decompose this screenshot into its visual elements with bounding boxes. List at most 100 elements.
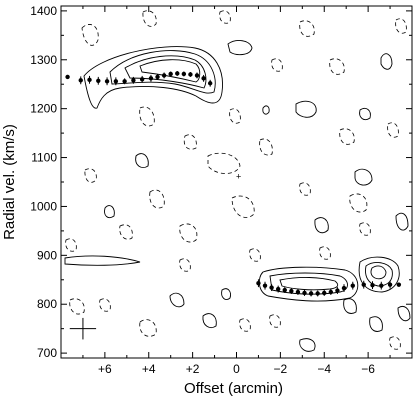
contour-negative [149, 189, 165, 209]
contour-positive [343, 298, 357, 314]
data-point [335, 288, 340, 293]
contour-negative [259, 138, 273, 156]
data-point [96, 78, 101, 84]
data-point [269, 285, 274, 290]
y-tick-label: 800 [37, 297, 57, 311]
y-tick-label: 1100 [31, 151, 57, 165]
data-point [175, 71, 180, 76]
contour-positive [269, 272, 348, 295]
data-point [328, 289, 334, 295]
x-tick-label: +4 [142, 362, 156, 376]
data-point [122, 79, 127, 84]
y-tick-label: 1300 [30, 53, 57, 67]
data-point [256, 281, 261, 286]
data-point [139, 77, 145, 82]
data-point [194, 73, 200, 78]
contour-negative [389, 336, 401, 350]
contour-positive [365, 262, 393, 287]
contour-positive [395, 212, 409, 231]
contour-negative [99, 298, 111, 312]
contour-positive [124, 55, 207, 89]
data-point [161, 73, 167, 78]
contour-negative [271, 58, 283, 72]
data-point [188, 72, 193, 77]
x-axis-label: Offset (arcmin) [184, 380, 283, 397]
contour-positive [83, 46, 223, 109]
contour-positive [64, 255, 141, 266]
y-tick-label: 1200 [30, 102, 57, 116]
plus-marker: + [236, 172, 241, 182]
data-point [275, 286, 281, 292]
contour-positive [299, 338, 316, 352]
contour-positive [279, 277, 339, 291]
contour-positive [354, 168, 373, 186]
contour-positive [109, 50, 216, 94]
data-point [315, 291, 320, 296]
data-point [295, 289, 301, 295]
data-marks: + [65, 71, 402, 340]
data-point [322, 290, 327, 296]
data-point [302, 290, 307, 296]
contour-positive [221, 288, 231, 301]
y-tick-label: 900 [37, 248, 57, 262]
contour-negative [179, 223, 198, 243]
contour-negative [81, 24, 99, 46]
data-point [155, 74, 160, 80]
contour-negative [359, 222, 371, 236]
contour-negative [339, 128, 355, 145]
y-axis-label: Radial vel. (km/s) [1, 124, 18, 240]
contour-negative [207, 152, 241, 174]
contour-positive [227, 40, 253, 56]
data-point [131, 78, 136, 83]
data-point [78, 78, 83, 83]
contour-negative [299, 20, 315, 37]
data-point [207, 81, 213, 86]
contour-negative [219, 10, 231, 24]
data-point [168, 71, 173, 77]
contour-negative [269, 314, 281, 328]
data-point [181, 71, 187, 77]
contour-negative [239, 318, 251, 332]
contour-negative [139, 319, 157, 337]
contour-positive [397, 306, 411, 322]
contour-positive [359, 107, 371, 121]
data-point [361, 282, 366, 287]
contour-positive [258, 266, 359, 302]
data-point [379, 283, 384, 288]
contour-negative [349, 193, 368, 213]
contour-negative [69, 298, 85, 315]
data-point [104, 79, 110, 84]
contour-positive [104, 205, 115, 219]
data-point [370, 282, 375, 288]
x-tick-label: 0 [233, 362, 240, 376]
data-point [341, 285, 347, 291]
x-tick-label: −2 [274, 362, 288, 376]
data-point [289, 288, 294, 294]
y-tick-label: 700 [37, 346, 57, 360]
x-tick-label: −6 [361, 362, 375, 376]
x-tick-label: −4 [317, 362, 331, 376]
contour-negative [329, 58, 345, 75]
data-point [113, 79, 119, 84]
contour-layer [64, 10, 411, 352]
contour-positive [370, 265, 387, 280]
contour-negative [387, 122, 399, 138]
contour-negative [142, 10, 157, 27]
data-point [148, 76, 154, 81]
contour-negative [299, 182, 311, 196]
y-tick-label: 1400 [30, 4, 57, 18]
contour-positive [295, 100, 317, 118]
contour-negative [179, 258, 191, 272]
contour-negative [139, 106, 155, 127]
data-point [262, 283, 268, 288]
data-point [308, 291, 314, 296]
contour-positive [169, 292, 185, 308]
x-tick-label: +2 [186, 362, 200, 376]
contour-negative [119, 224, 133, 240]
contour-positive [202, 313, 217, 328]
contour-negative [231, 195, 255, 218]
contour-positive [369, 316, 383, 332]
contour-negative [229, 108, 241, 124]
